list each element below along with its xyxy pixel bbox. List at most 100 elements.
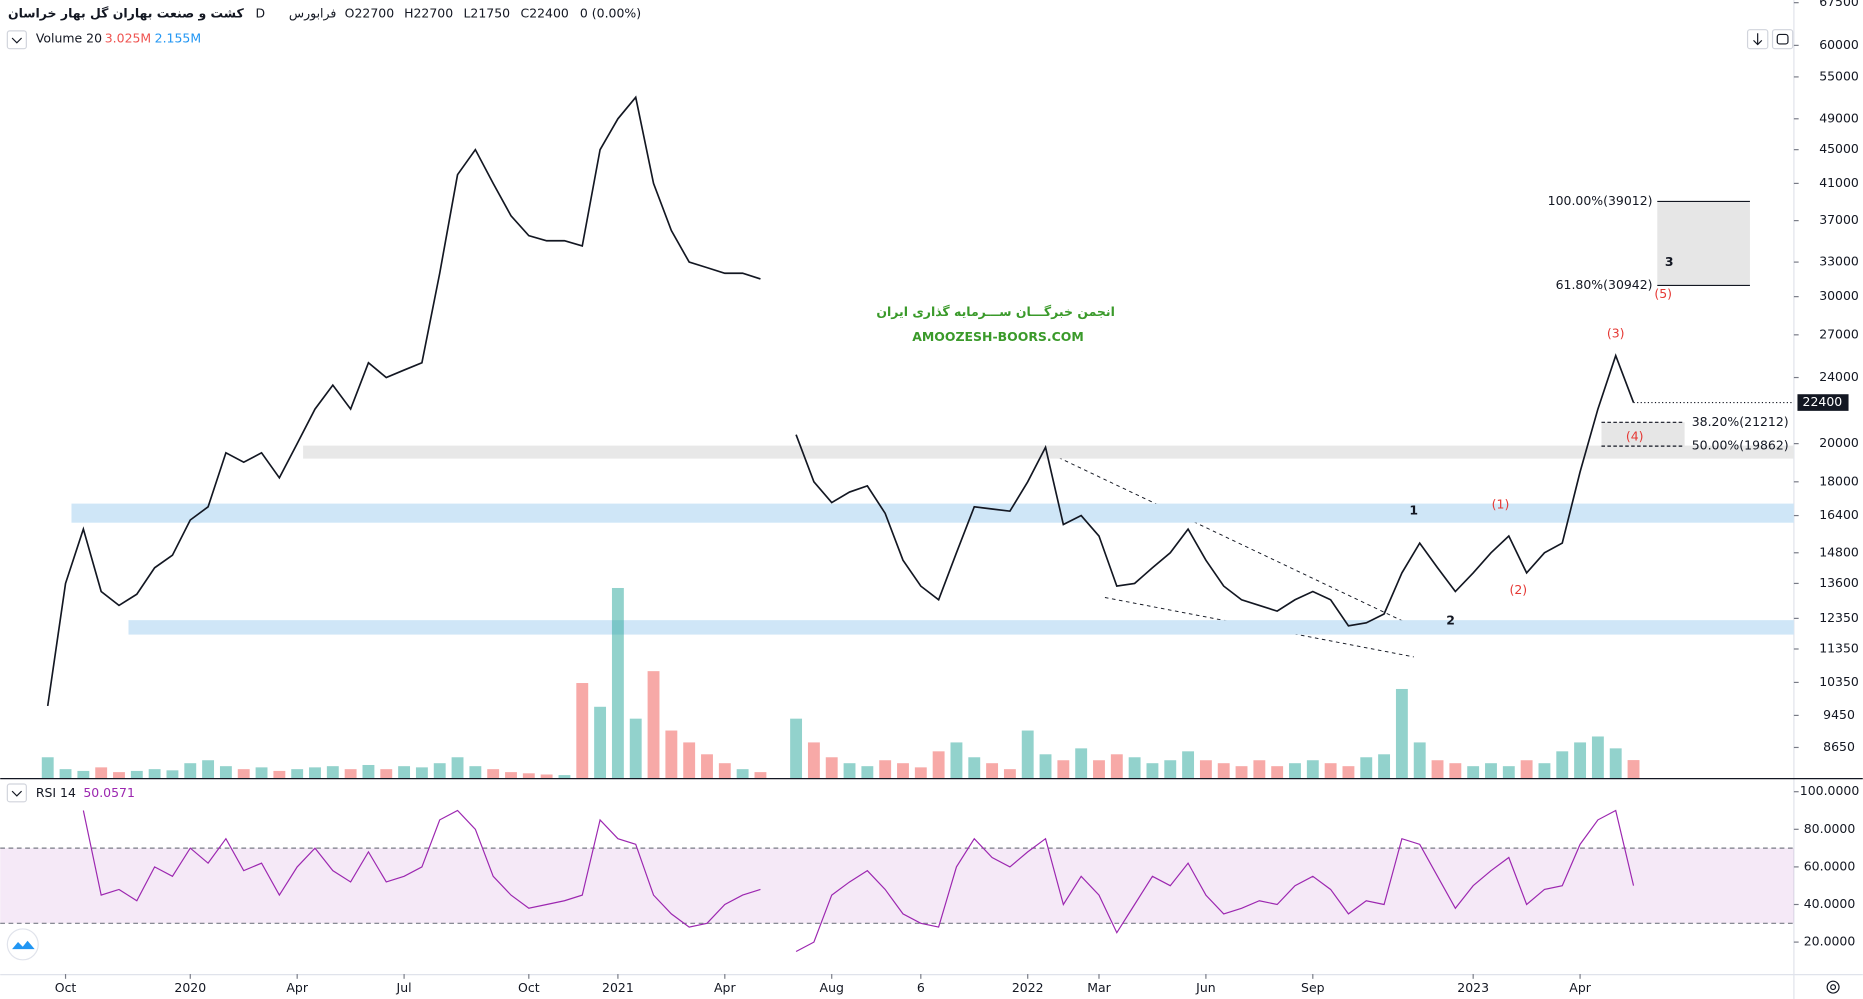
x-tick-label: Jul xyxy=(396,980,412,995)
volume-bar xyxy=(701,754,713,779)
collapse-button[interactable] xyxy=(6,30,27,50)
fullscreen-button[interactable] xyxy=(1771,29,1794,50)
data-line xyxy=(46,95,1635,707)
volume-bar xyxy=(1324,763,1337,779)
volume-bar xyxy=(1289,763,1301,779)
y-tick-label: 37000 xyxy=(1819,212,1859,227)
volume-bar xyxy=(505,772,517,779)
x-tick-label: 2023 xyxy=(1457,980,1489,995)
volume-bar xyxy=(1146,763,1159,779)
y-tick-label: 60000 xyxy=(1819,37,1859,52)
volume-bar xyxy=(1538,763,1551,779)
y-tick-label: 30000 xyxy=(1819,288,1859,303)
volume-bar xyxy=(273,770,286,779)
volume-bar xyxy=(487,769,500,779)
y-tick-label: 80.0000 xyxy=(1804,821,1856,836)
logo[interactable] xyxy=(6,928,39,961)
y-tick-label: 60.0000 xyxy=(1804,858,1856,873)
y-tick-label: 11350 xyxy=(1819,640,1859,655)
x-tick-label: 2022 xyxy=(1012,980,1044,995)
volume-bar xyxy=(344,769,357,779)
volume-bar xyxy=(594,706,607,779)
settings-button[interactable] xyxy=(1826,980,1840,994)
fib-label: 100.00%(39012) xyxy=(1548,193,1653,208)
volume-bar xyxy=(1378,754,1391,779)
last-price-box xyxy=(1797,394,1849,411)
volume-bar xyxy=(326,766,339,779)
ohlc-value: O22700 xyxy=(345,6,395,21)
x-tick-label: 2021 xyxy=(602,980,634,995)
volume-bar xyxy=(1182,751,1195,779)
volume-bar xyxy=(380,769,393,779)
y-tick-label: 13600 xyxy=(1819,575,1859,590)
ohlc-value: H22700 xyxy=(404,6,453,21)
x-tick-label: 6 xyxy=(917,980,925,995)
volume-reading: 3.025M xyxy=(105,31,151,46)
volume-bar xyxy=(1128,757,1141,779)
y-tick-label: 33000 xyxy=(1819,254,1859,269)
wave-label: 3 xyxy=(1665,254,1674,269)
volume-title: Volume 20 xyxy=(36,31,102,46)
watermark: انجمن خبرگـــان ســـرمایه گذاری ایران xyxy=(876,304,1114,319)
volume-bar xyxy=(362,764,375,779)
volume-bar xyxy=(113,772,125,779)
fib-label: 38.20%(21212) xyxy=(1692,414,1789,429)
volume-bar xyxy=(148,769,161,779)
y-tick-label: 16400 xyxy=(1819,507,1859,522)
volume-bar xyxy=(1413,742,1426,779)
volume-bar xyxy=(1235,766,1248,779)
volume-bar xyxy=(451,757,464,779)
volume-bar xyxy=(790,718,803,779)
y-tick-label: 14800 xyxy=(1819,544,1859,559)
symbol-title: کشت و صنعت بهاران گل بهار خراسان xyxy=(8,6,245,21)
wave-label: (4) xyxy=(1626,429,1644,444)
ohlc-value: 0 (0.00%) xyxy=(580,6,641,21)
volume-bar xyxy=(522,773,535,779)
fib-label: 61.80%(30942) xyxy=(1556,277,1653,292)
price-pane xyxy=(41,95,1794,779)
volume-bar xyxy=(825,757,838,779)
last-price-label: 22400 xyxy=(1803,394,1843,409)
volume-bar xyxy=(202,760,215,779)
x-tick-label: Mar xyxy=(1087,980,1111,995)
volume-bar xyxy=(1039,754,1052,779)
volume-bar xyxy=(1556,751,1569,779)
volume-bar xyxy=(469,766,482,779)
volume-bar xyxy=(576,683,589,779)
volume-bar xyxy=(1021,730,1034,779)
volume-bar xyxy=(398,766,411,779)
rsi-reading: 50.0571 xyxy=(83,785,135,800)
y-tick-label: 49000 xyxy=(1819,110,1859,125)
watermark: AMOOZESH-BOORS.COM xyxy=(912,329,1084,344)
volume-bar xyxy=(950,742,963,779)
volume-bar xyxy=(1217,763,1230,779)
volume-bar xyxy=(665,730,678,779)
y-tick-label: 40.0000 xyxy=(1804,896,1856,911)
x-tick-label: Aug xyxy=(820,980,844,995)
x-tick-label: Oct xyxy=(55,980,77,995)
volume-bar xyxy=(415,767,428,779)
collapse-button[interactable] xyxy=(6,783,27,803)
volume-bar xyxy=(1199,760,1212,779)
x-tick-label: Apr xyxy=(1569,980,1591,995)
volume-bar xyxy=(879,760,892,779)
fib-label: 50.00%(19862) xyxy=(1692,438,1789,453)
volume-bar xyxy=(736,769,749,779)
volume-bar xyxy=(59,769,72,779)
volume-bar xyxy=(1574,742,1587,779)
volume-bar xyxy=(861,766,874,779)
volume-bar xyxy=(1395,688,1408,779)
y-tick-label: 55000 xyxy=(1819,68,1859,83)
volume-bar xyxy=(1253,760,1266,779)
wave-label: 1 xyxy=(1409,502,1418,517)
wave-label: (3) xyxy=(1607,325,1625,340)
volume-bar xyxy=(1609,748,1622,779)
volume-bar xyxy=(1093,760,1105,779)
y-tick-label: 100.0000 xyxy=(1800,783,1860,798)
volume-bar xyxy=(255,767,268,779)
volume-bar xyxy=(807,742,820,779)
volume-bar xyxy=(1110,754,1123,779)
interval: D xyxy=(256,6,266,21)
zone xyxy=(71,503,1794,523)
